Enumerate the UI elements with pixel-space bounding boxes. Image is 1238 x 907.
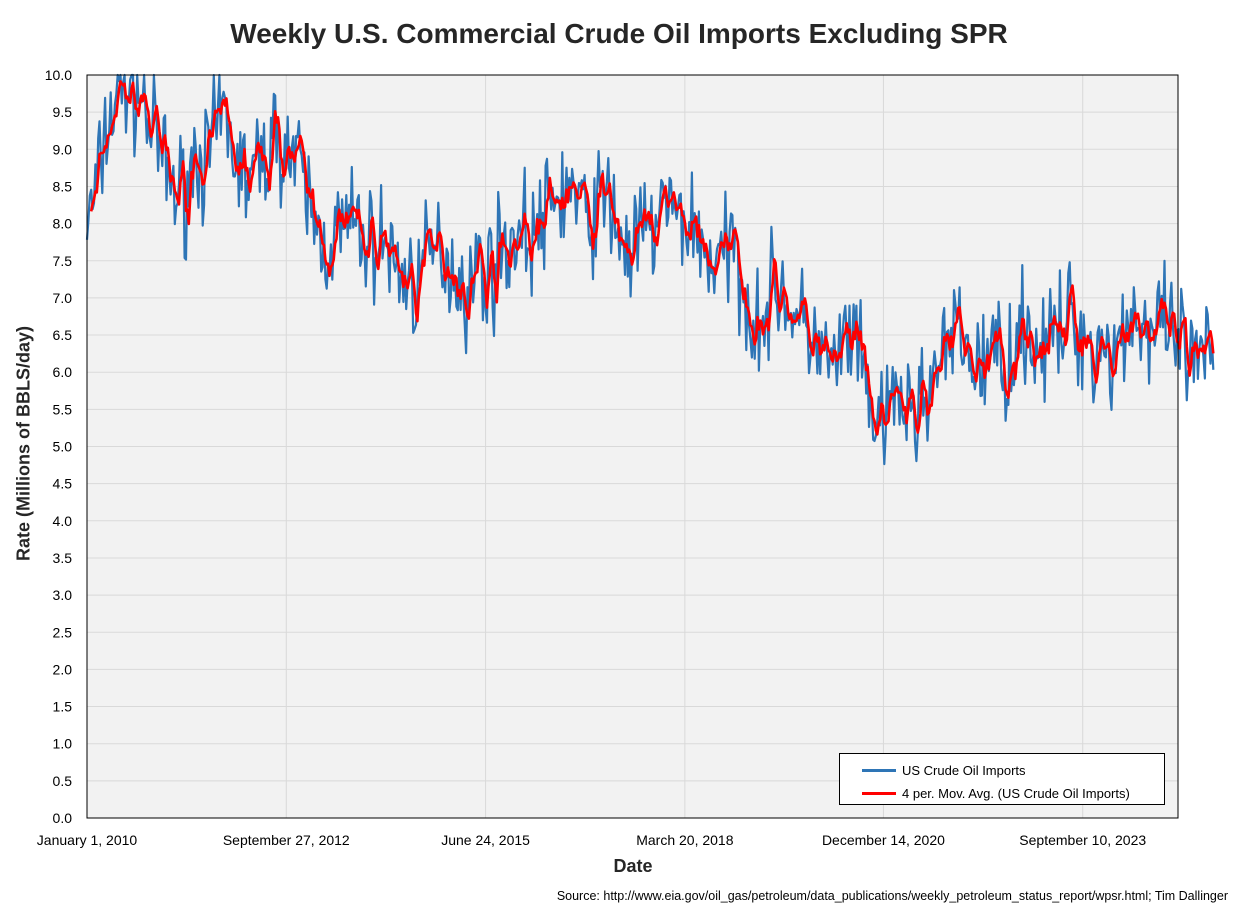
legend-swatch-moving-average: [862, 791, 896, 795]
y-tick-label: 0.0: [53, 810, 73, 826]
plot-border: [86, 74, 1179, 819]
y-axis-label: Rate (Millions of BBLS/day): [13, 326, 34, 562]
chart-title: Weekly U.S. Commercial Crude Oil Imports…: [230, 18, 1008, 49]
series-line-moving-average: [89, 80, 1215, 436]
legend-item-moving-average: 4 per. Mov. Avg. (US Crude Oil Imports): [862, 783, 1130, 803]
x-axis-label: Date: [613, 856, 653, 876]
x-tick-label: September 10, 2023: [1019, 832, 1146, 848]
y-tick-label: 2.5: [53, 624, 73, 640]
series-lines: [85, 73, 1215, 466]
x-tick-label: March 20, 2018: [636, 832, 733, 848]
y-tick-label: 6.0: [53, 364, 73, 380]
legend-label-imports: US Crude Oil Imports: [902, 762, 1026, 778]
x-tick-labels: January 1, 2010 September 27, 2012 June 24…: [37, 832, 1147, 848]
source-note: Source: http://www.eia.gov/oil_gas/petro…: [556, 889, 1228, 903]
x-tick-label: September 27, 2012: [223, 832, 350, 848]
legend-swatch-imports: [862, 768, 896, 772]
y-tick-label: 6.5: [53, 327, 73, 343]
y-tick-label: 9.5: [53, 104, 73, 120]
series-line-imports: [85, 73, 1215, 466]
y-tick-label: 7.0: [53, 290, 73, 306]
y-tick-label: 7.5: [53, 253, 73, 269]
y-tick-label: 1.0: [53, 736, 73, 752]
legend-label-moving-average: 4 per. Mov. Avg. (US Crude Oil Imports): [902, 785, 1130, 801]
y-tick-label: 9.0: [53, 141, 73, 157]
legend-item-imports: US Crude Oil Imports: [862, 760, 1026, 780]
y-tick-label: 0.5: [53, 773, 73, 789]
y-tick-label: 3.5: [53, 550, 73, 566]
x-tick-label: December 14, 2020: [822, 832, 945, 848]
x-tick-label: January 1, 2010: [37, 832, 138, 848]
y-tick-label: 4.5: [53, 476, 73, 492]
y-tick-label: 5.5: [53, 401, 73, 417]
y-tick-label: 8.5: [53, 178, 73, 194]
x-tick-label: June 24, 2015: [441, 832, 530, 848]
y-tick-label: 10.0: [45, 67, 72, 83]
y-tick-labels: 0.0 0.5 1.0 1.5 2.0 2.5 3.0 3.5 4.0 4.5 5.0 5.5 6.0 6…: [45, 67, 72, 826]
y-tick-label: 2.0: [53, 661, 73, 677]
y-tick-label: 3.0: [53, 587, 73, 603]
y-tick-label: 8.0: [53, 216, 73, 232]
y-tick-label: 1.5: [53, 699, 73, 715]
y-tick-label: 5.0: [53, 439, 73, 455]
y-tick-label: 4.0: [53, 513, 73, 529]
legend: US Crude Oil Imports 4 per. Mov. Avg. (U…: [839, 753, 1165, 805]
